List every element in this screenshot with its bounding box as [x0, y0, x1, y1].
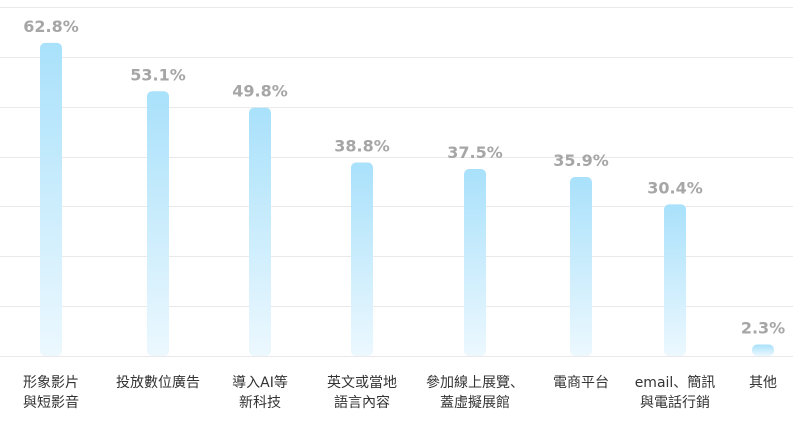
bar-6 [664, 204, 686, 356]
gridlines [0, 7, 793, 357]
bar-0 [40, 42, 62, 356]
category-label-6-line-1: 與電話行銷 [640, 394, 710, 411]
value-label-0: 62.8% [23, 17, 79, 36]
category-label-4-line-0: 參加線上展覽、 [426, 375, 524, 391]
bar-4 [464, 169, 486, 356]
value-label-5: 35.9% [553, 151, 609, 170]
value-label-4: 37.5% [447, 143, 503, 162]
value-label-2: 49.8% [232, 82, 288, 101]
bar-7 [752, 344, 774, 356]
bar-3 [351, 162, 373, 356]
value-label-7: 2.3% [741, 319, 785, 338]
category-label-4-line-1: 蓋虛擬展館 [440, 394, 510, 411]
category-label-0-line-0: 形象影片 [23, 375, 79, 391]
category-label-3-line-1: 語言內容 [334, 394, 390, 411]
category-label-7: 其他 [749, 375, 777, 391]
bar-2 [249, 107, 271, 356]
bar-5 [570, 177, 592, 356]
bars [40, 42, 774, 356]
value-label-3: 38.8% [334, 137, 390, 156]
category-label-3-line-0: 英文或當地 [327, 374, 397, 391]
category-label-1: 投放數位廣告 [116, 374, 200, 391]
value-label-1: 53.1% [130, 65, 186, 84]
value-labels: 62.8% 53.1% 49.8% 38.8% 37.5% 35.9% 30.4% 2.3% [23, 17, 785, 338]
category-label-0-line-1: 與短影音 [23, 394, 79, 411]
category-label-2-line-0: 導入AI等 [232, 374, 288, 391]
value-label-6: 30.4% [647, 178, 703, 197]
category-label-5: 電商平台 [553, 375, 609, 391]
bar-1 [147, 91, 169, 356]
category-label-2-line-1: 新科技 [239, 395, 281, 411]
category-label-6-line-0: email、簡訊 [635, 375, 716, 391]
